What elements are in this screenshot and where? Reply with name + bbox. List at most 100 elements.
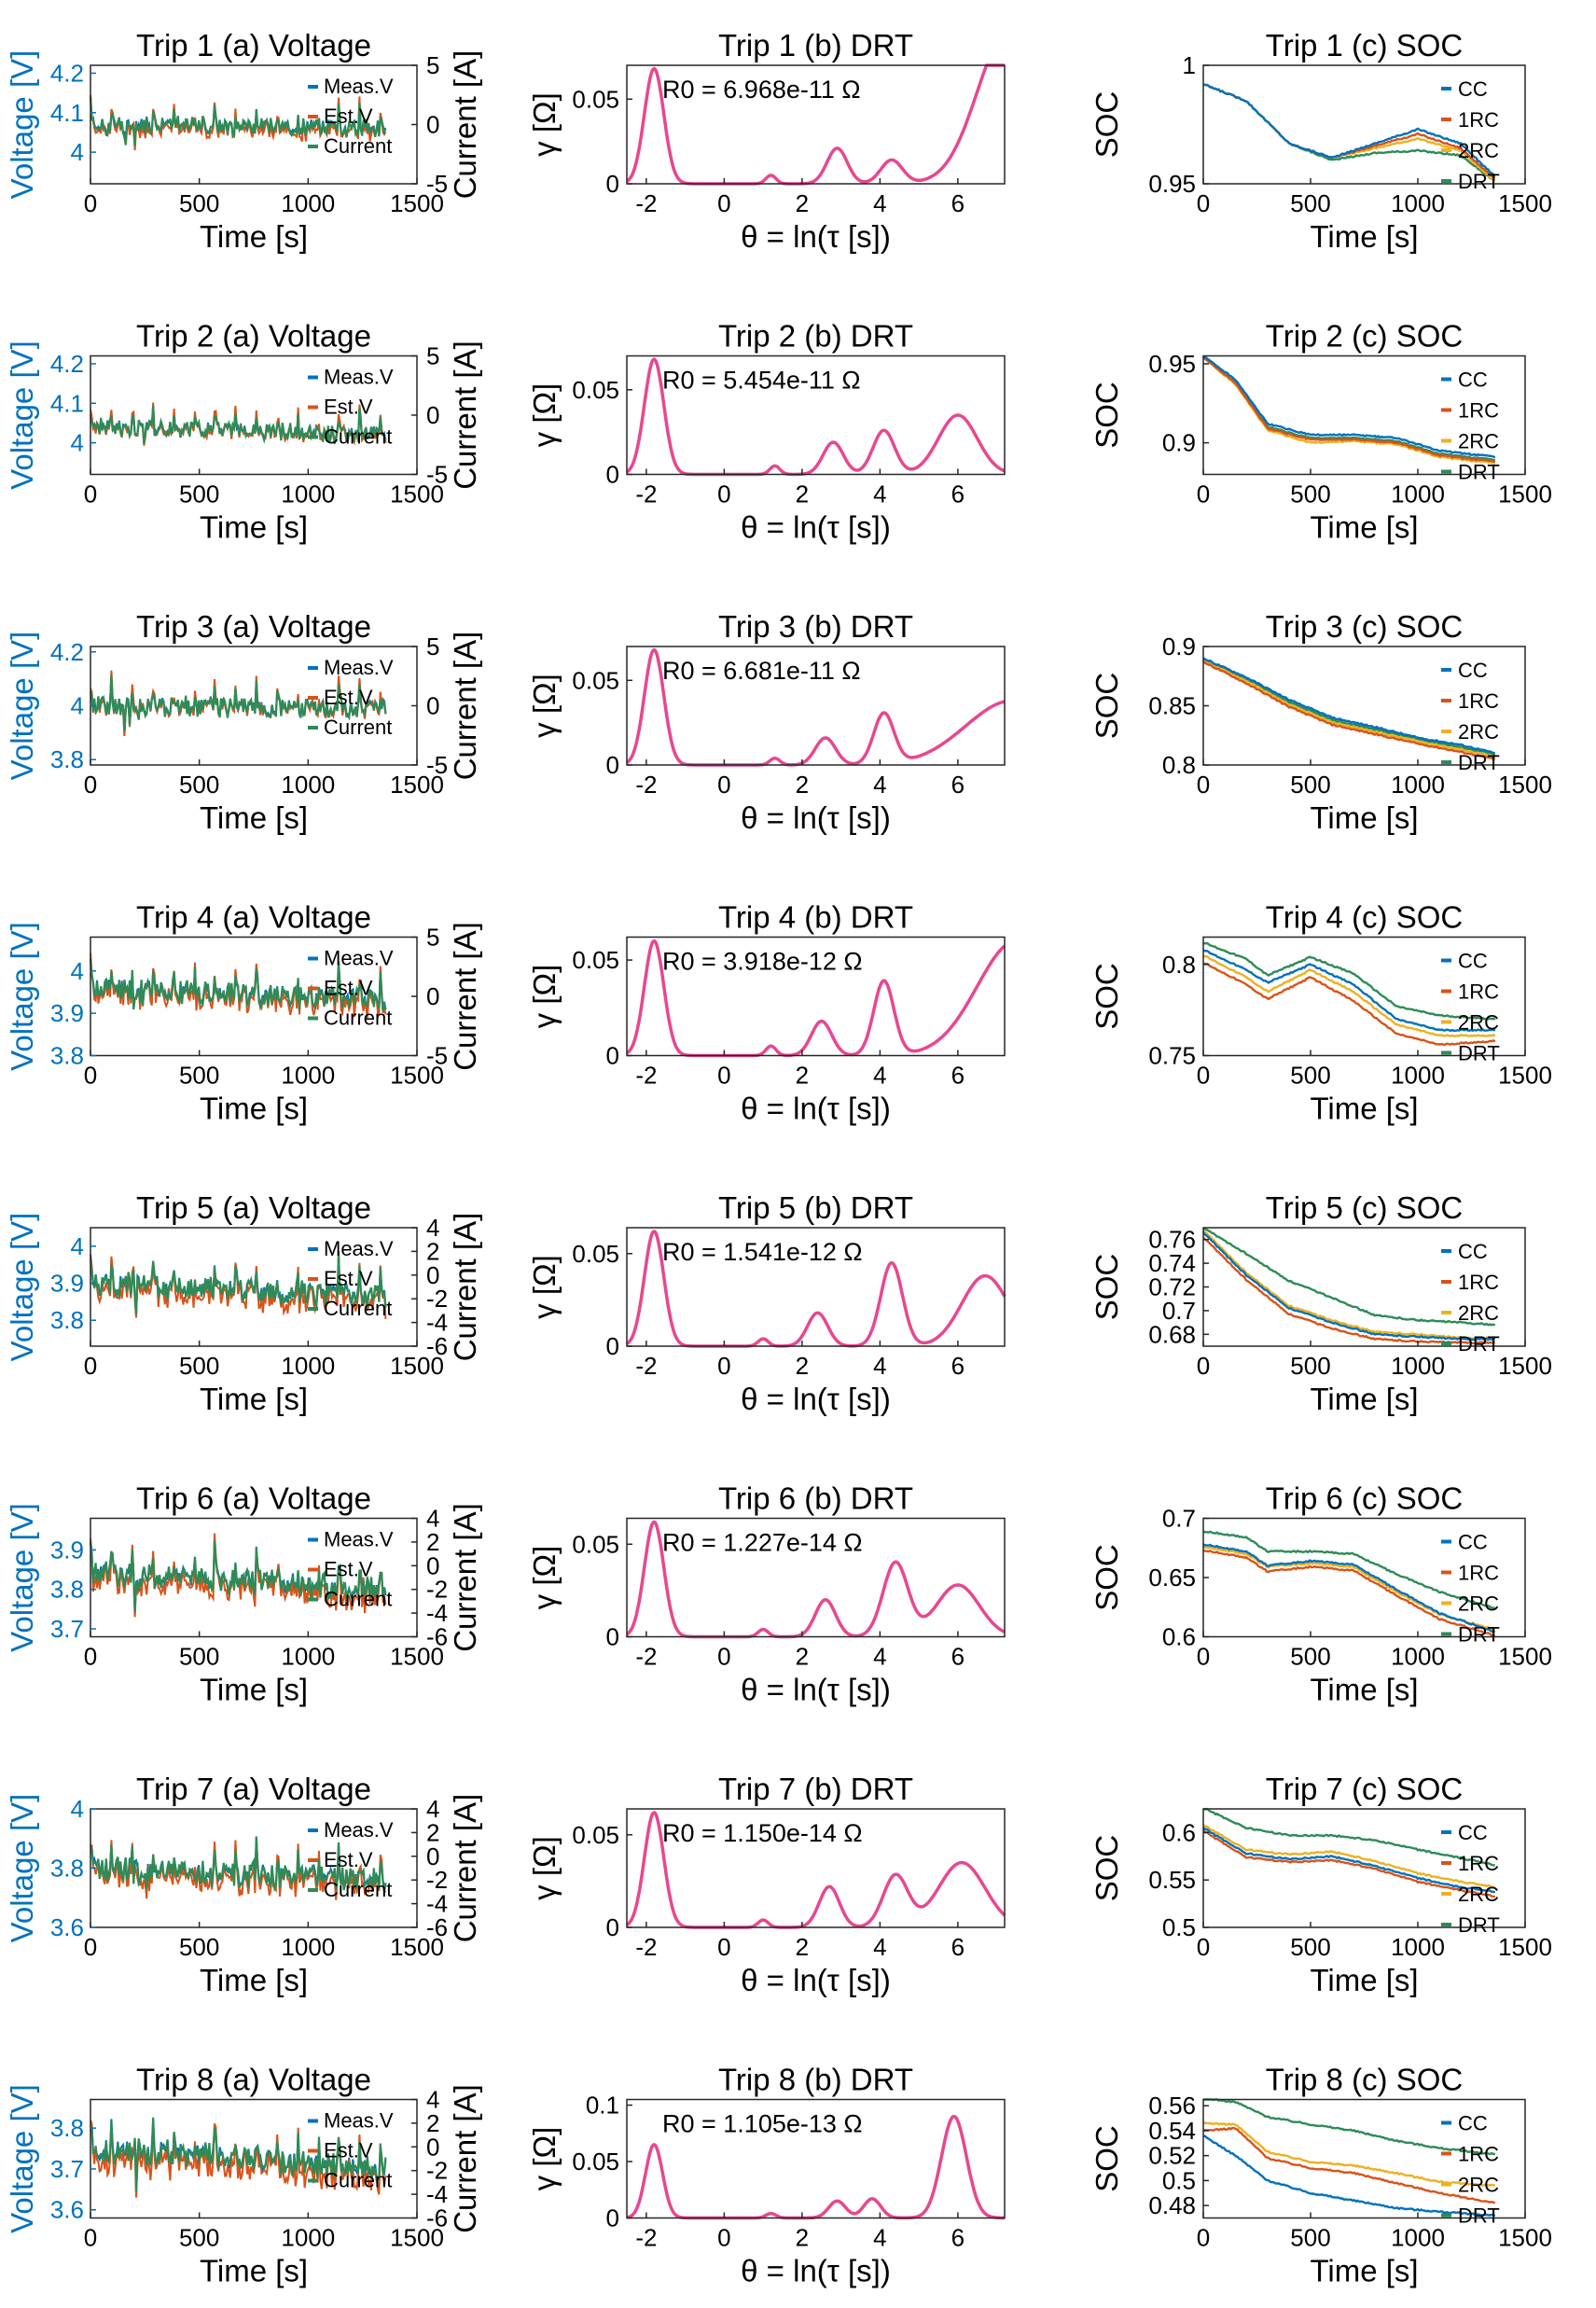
ytick-label: 0.54 xyxy=(1148,2117,1196,2145)
y2-axis-label: Current [A] xyxy=(448,922,482,1071)
xtick-label: -2 xyxy=(635,1352,657,1380)
panel-trip1-soc: 0.95 1 0 500 1000 1500 Trip 1 (c) SOC Time [s] S… xyxy=(1089,28,1552,254)
xtick-label: 1500 xyxy=(390,2224,444,2252)
chart-title: Trip 5 (c) SOC xyxy=(1266,1190,1463,1225)
x-axis-label: θ = ln(τ [s]) xyxy=(741,2254,891,2288)
xtick-label: 2 xyxy=(796,1062,809,1090)
series-1rc xyxy=(1202,1549,1495,1637)
chart-title: Trip 6 (a) Voltage xyxy=(136,1481,371,1516)
r0-annotation: R0 = 1.105e-13 Ω xyxy=(662,2110,863,2138)
series-1rc xyxy=(1202,962,1496,1047)
ytick-label: 0 xyxy=(606,2204,619,2232)
series-1rc xyxy=(1202,83,1496,180)
ytick-label: 3.8 xyxy=(50,745,84,773)
legend: CC 1RC 2RC DRT xyxy=(1441,950,1500,1065)
xtick-label: 1500 xyxy=(1498,189,1552,217)
xtick-label: 500 xyxy=(1290,1352,1330,1380)
ytick-label: 3.8 xyxy=(50,1855,84,1883)
xtick-label: 0 xyxy=(1197,189,1210,217)
series-drt xyxy=(1203,2098,1496,2156)
ytick-label: 0.1 xyxy=(586,2092,619,2120)
x-axis-label: Time [s] xyxy=(200,1673,308,1707)
legend-label: DRT xyxy=(1458,751,1500,774)
x-axis-label: Time [s] xyxy=(200,219,308,254)
xtick-label: 1000 xyxy=(1391,2224,1445,2252)
xtick-label: 0 xyxy=(1197,1643,1210,1671)
y-axis-label: γ [Ω] xyxy=(527,1836,562,1900)
ytick-label: 0.05 xyxy=(572,1821,619,1849)
chart-title: Trip 6 (b) DRT xyxy=(718,1481,913,1516)
series-2rc xyxy=(1202,83,1496,182)
y2tick-label: 2 xyxy=(426,1528,439,1556)
y-axis-label: Voltage [V] xyxy=(5,341,39,490)
xtick-label: 0 xyxy=(717,189,730,217)
xtick-label: 1500 xyxy=(390,1352,444,1380)
legend-label: Est.V xyxy=(324,686,373,709)
series-2rc xyxy=(1202,1229,1496,1341)
ytick-label: 3.9 xyxy=(50,999,84,1027)
chart-title: Trip 8 (a) Voltage xyxy=(136,2063,371,2097)
xtick-label: 0 xyxy=(1197,2224,1210,2252)
x-axis-label: θ = ln(τ [s]) xyxy=(741,1673,891,1707)
y2tick-label: -5 xyxy=(426,1042,448,1070)
panel-trip8-soc: 0.480.50.520.540.56 0 500 1000 1500 Trip 8 (c… xyxy=(1089,2063,1552,2288)
xtick-label: 2 xyxy=(796,2224,809,2252)
y2tick-label: 5 xyxy=(426,924,439,952)
xtick-label: 1500 xyxy=(1498,2224,1552,2252)
ytick-label: 0 xyxy=(606,461,619,489)
ytick-label: 0.56 xyxy=(1148,2092,1196,2120)
xtick-label: 500 xyxy=(179,480,219,508)
y-axis-label: γ [Ω] xyxy=(527,674,562,738)
chart-title: Trip 6 (c) SOC xyxy=(1266,1481,1463,1516)
plot-frame xyxy=(626,1808,1006,1928)
legend: CC 1RC 2RC DRT xyxy=(1441,659,1500,774)
legend: Meas.V Est.V Current xyxy=(308,1237,394,1320)
ytick-label: 4 xyxy=(71,1795,84,1823)
xtick-label: -2 xyxy=(635,189,657,217)
xtick-label: 500 xyxy=(1290,2224,1330,2252)
ytick-label: 3.8 xyxy=(50,1576,84,1604)
r0-annotation: R0 = 1.150e-14 Ω xyxy=(662,1819,863,1847)
legend-label: CC xyxy=(1458,950,1488,973)
legend-label: 1RC xyxy=(1458,2143,1499,2166)
legend: Meas.V Est.V Current xyxy=(308,1528,394,1611)
xtick-label: 500 xyxy=(179,189,219,217)
ytick-label: 0 xyxy=(606,1332,619,1360)
xtick-label: 0 xyxy=(84,771,97,799)
xtick-label: 1500 xyxy=(390,1933,444,1961)
ytick-label: 3.6 xyxy=(50,1913,84,1941)
xtick-label: -2 xyxy=(635,1062,657,1090)
xtick-label: 500 xyxy=(179,1933,219,1961)
series-current xyxy=(89,1540,387,1612)
x-axis-label: θ = ln(τ [s]) xyxy=(741,1963,891,1997)
series-current xyxy=(90,1836,387,1893)
series-1rc xyxy=(1202,660,1495,760)
r0-annotation: R0 = 6.681e-11 Ω xyxy=(662,657,861,685)
series-cc xyxy=(1202,657,1495,755)
ytick-label: 4.1 xyxy=(50,389,84,417)
series-2rc xyxy=(1202,2120,1496,2187)
plot-frame xyxy=(626,936,1006,1057)
y-axis-label: Voltage [V] xyxy=(5,1794,39,1943)
xtick-label: 2 xyxy=(796,1352,809,1380)
x-axis-label: Time [s] xyxy=(1310,800,1418,835)
ytick-label: 0 xyxy=(606,1913,619,1941)
legend: CC 1RC 2RC DRT xyxy=(1441,77,1500,193)
ytick-label: 0 xyxy=(606,751,619,779)
series-current xyxy=(89,959,387,1012)
xtick-label: -2 xyxy=(635,2224,657,2252)
y2-axis-label: Current [A] xyxy=(448,632,482,781)
legend: CC 1RC 2RC DRT xyxy=(1441,1821,1500,1937)
ytick-label: 0.68 xyxy=(1148,1320,1196,1348)
xtick-label: 1000 xyxy=(281,1352,335,1380)
x-axis-label: Time [s] xyxy=(1310,1382,1418,1416)
xtick-label: 1500 xyxy=(1498,1352,1552,1380)
legend-label: CC xyxy=(1458,1821,1488,1844)
plot-frame xyxy=(1202,1808,1526,1928)
series-cc xyxy=(1202,2134,1496,2218)
y-axis-label: γ [Ω] xyxy=(527,1546,562,1610)
ytick-label: 0.6 xyxy=(1162,1623,1196,1651)
r0-annotation: R0 = 1.541e-12 Ω xyxy=(662,1238,863,1266)
legend-label: 2RC xyxy=(1458,720,1499,744)
chart-title: Trip 7 (b) DRT xyxy=(718,1772,913,1806)
